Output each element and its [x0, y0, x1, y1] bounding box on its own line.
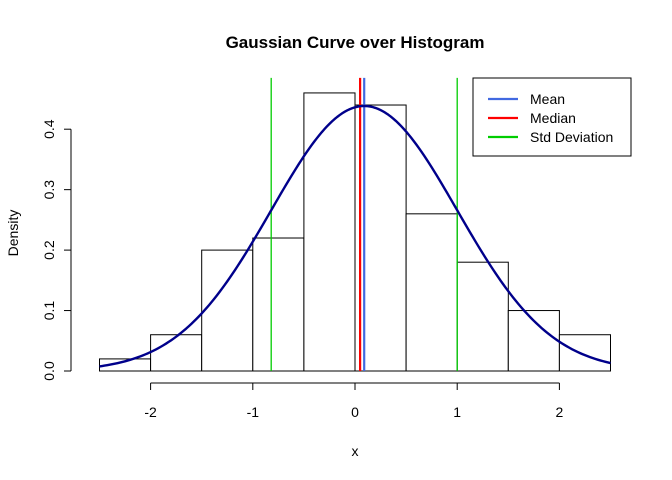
- x-axis-label: x: [352, 443, 359, 459]
- x-tick-label: -2: [144, 404, 157, 420]
- x-tick-label: -1: [247, 404, 260, 420]
- x-axis: -2 -1 0 1 2: [144, 382, 564, 420]
- chart-title: Gaussian Curve over Histogram: [226, 33, 485, 52]
- x-tick-label: 1: [453, 404, 461, 420]
- legend-label: Std Deviation: [530, 129, 613, 145]
- gaussian-curve-group: [99, 104, 611, 368]
- y-tick-label: 0.3: [41, 180, 57, 200]
- y-axis-label: Density: [5, 210, 21, 257]
- histogram-bar: [252, 237, 305, 372]
- legend: Mean Median Std Deviation: [472, 77, 632, 157]
- legend-label: Mean: [530, 91, 565, 107]
- histogram-bar: [456, 261, 509, 372]
- histogram-bar: [201, 249, 254, 372]
- x-tick-label: 0: [351, 404, 359, 420]
- y-tick-label: 0.4: [41, 119, 57, 139]
- gaussian-curve: [99, 104, 611, 368]
- histogram-bar: [558, 334, 612, 372]
- histogram-bar: [150, 334, 203, 372]
- x-tick-label: 2: [556, 404, 564, 420]
- histogram-bar: [405, 213, 458, 372]
- histogram: [99, 92, 612, 372]
- reference-lines: [270, 77, 458, 371]
- y-axis: 0.0 0.1 0.2 0.3 0.4: [41, 119, 72, 381]
- y-tick-label: 0.2: [41, 240, 57, 260]
- y-tick-label: 0.0: [41, 361, 57, 381]
- legend-label: Median: [530, 110, 576, 126]
- y-tick-label: 0.1: [41, 301, 57, 321]
- histogram-bar: [354, 104, 407, 372]
- histogram-bar: [303, 92, 356, 372]
